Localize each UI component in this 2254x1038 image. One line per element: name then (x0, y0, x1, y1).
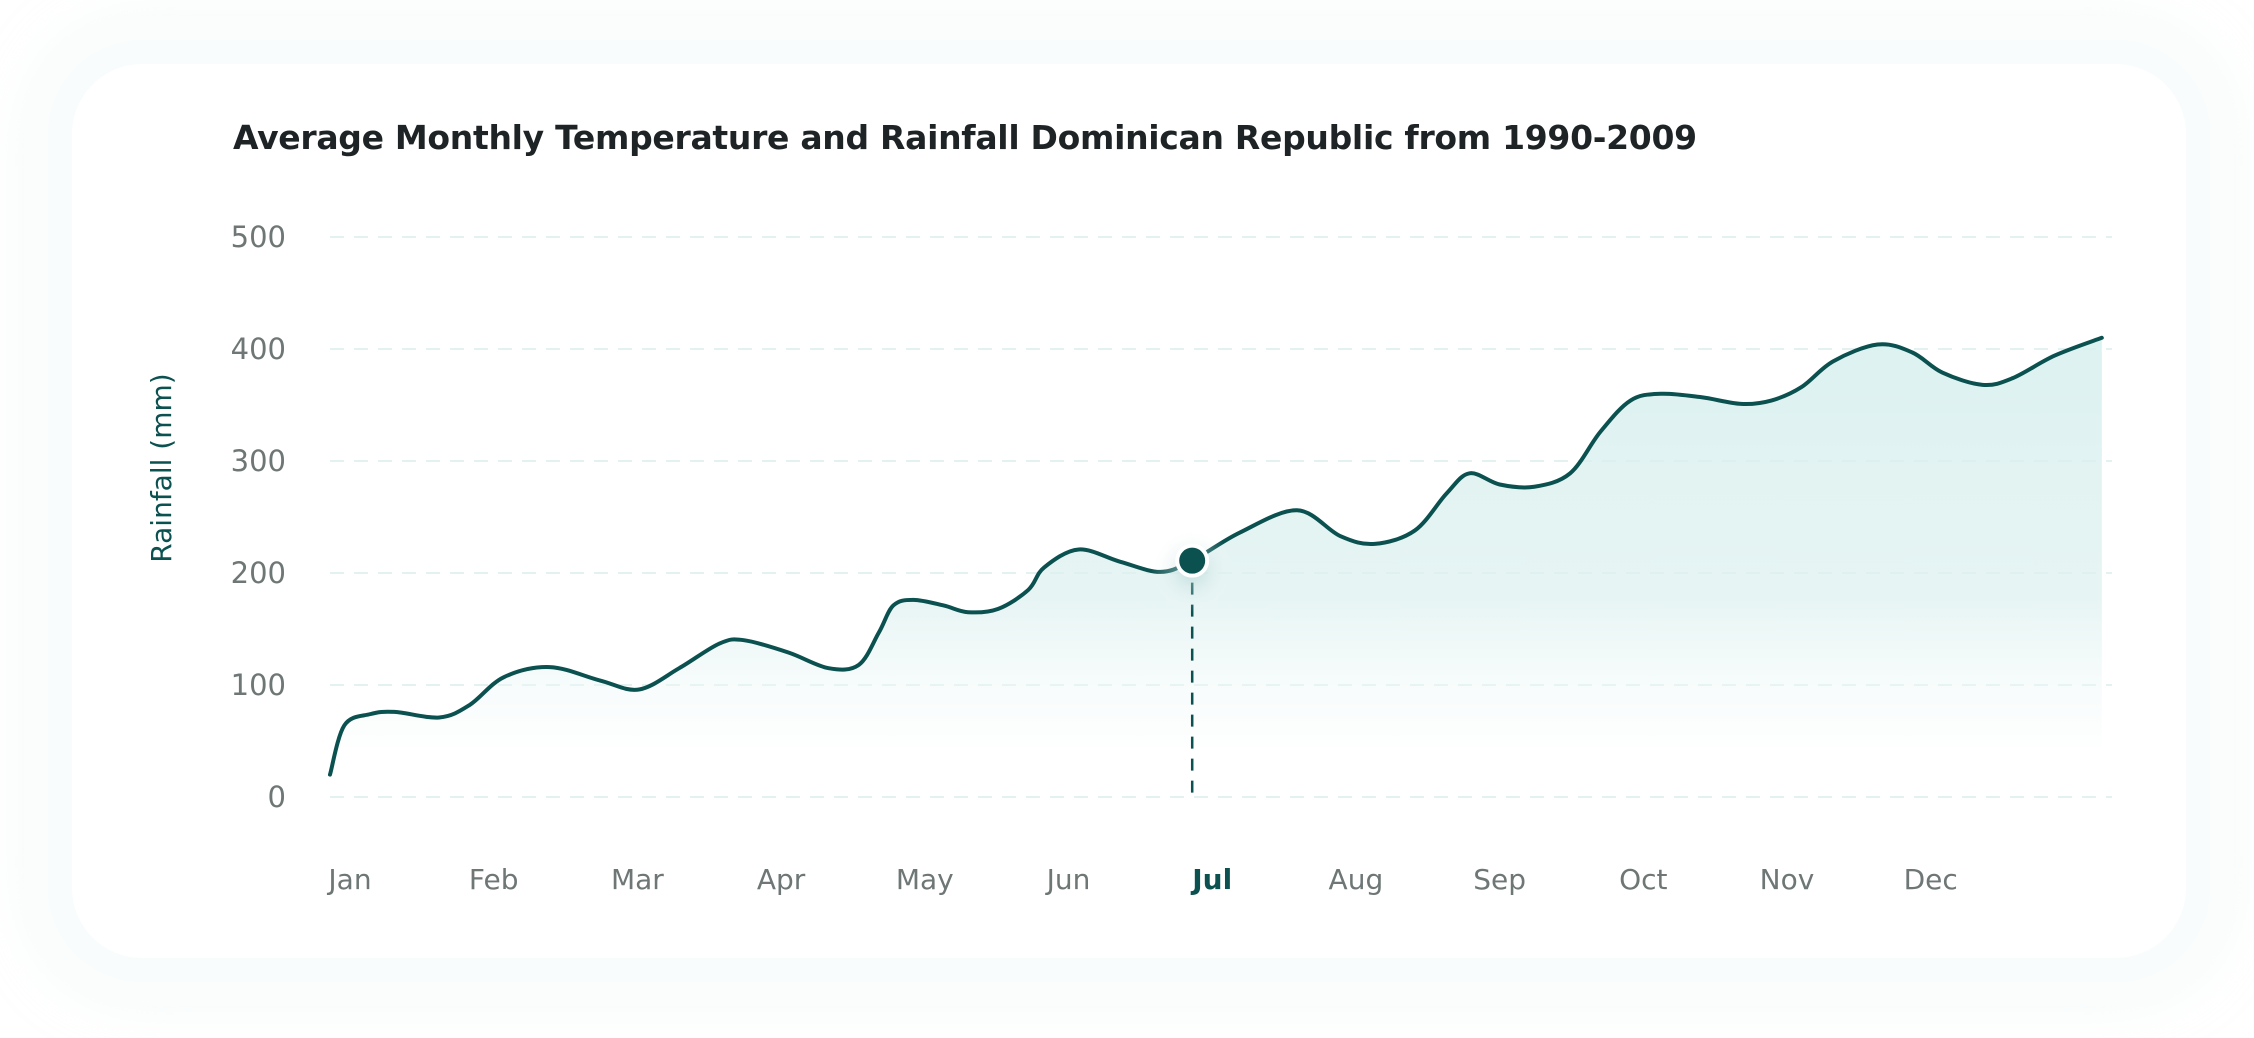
y-tick-label: 300 (231, 444, 286, 478)
chart-title: Average Monthly Temperature and Rainfall… (233, 118, 1697, 157)
x-tick-label-oct[interactable]: Oct (1619, 863, 1667, 896)
x-tick-label-nov[interactable]: Nov (1760, 863, 1815, 896)
x-tick-label-dec[interactable]: Dec (1904, 863, 1958, 896)
x-tick-label-sep[interactable]: Sep (1473, 863, 1526, 896)
highlight-point[interactable] (1175, 543, 1210, 578)
x-tick-label-feb[interactable]: Feb (469, 863, 519, 896)
x-tick-label-mar[interactable]: Mar (611, 863, 664, 896)
x-tick-label-jan[interactable]: Jan (326, 863, 371, 896)
y-axis-label: Rainfall (mm) (145, 373, 178, 562)
y-tick-label: 400 (231, 332, 286, 366)
x-tick-label-aug[interactable]: Aug (1329, 863, 1384, 896)
x-tick-label-apr[interactable]: Apr (757, 863, 806, 896)
x-axis-ticks: Jan Feb Mar Apr May Jun Jul Aug Sep Oct Nov Dec (326, 863, 1957, 896)
y-tick-label: 200 (231, 556, 286, 590)
y-tick-label: 0 (268, 780, 286, 814)
x-tick-label-may[interactable]: May (896, 863, 954, 896)
x-tick-label-jul[interactable]: Jul (1190, 863, 1232, 896)
y-tick-label: 100 (231, 668, 286, 702)
y-axis-ticks: 0 100 200 300 400 500 (231, 220, 286, 814)
y-tick-label: 500 (231, 220, 286, 254)
x-tick-label-jun[interactable]: Jun (1045, 863, 1091, 896)
